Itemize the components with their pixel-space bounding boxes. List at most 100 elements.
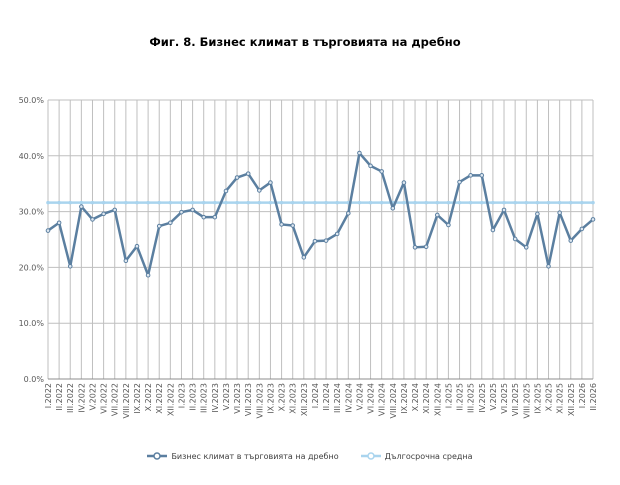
data-point-long-term-average <box>302 200 306 205</box>
chart-title: Фиг. 8. Бизнес климат в търговията на др… <box>149 35 461 49</box>
x-tick-label: IV.2022 <box>77 383 86 413</box>
data-point-business-climate <box>568 238 574 243</box>
data-point-business-climate <box>390 205 396 211</box>
y-tick-label: 30.0% <box>19 208 45 217</box>
data-point-business-climate <box>468 173 473 178</box>
x-tick-label: III.2023 <box>200 383 209 413</box>
x-tick-label: IV.2025 <box>478 383 487 413</box>
data-point-business-climate <box>190 207 195 213</box>
x-tick-label: X.2025 <box>545 383 554 411</box>
data-point-long-term-average <box>257 200 262 205</box>
data-point-long-term-average <box>424 200 428 205</box>
data-point-long-term-average <box>201 200 206 205</box>
x-axis: I.2022 II.2022 III.2022 IV.2022 V.2022 VI.202… <box>44 378 598 418</box>
data-point-long-term-average <box>580 200 584 205</box>
x-tick-label: V.2025 <box>489 383 498 410</box>
data-point-business-climate <box>201 214 207 220</box>
x-tick-label: XI.2023 <box>289 383 298 414</box>
legend-swatch-long-term-average <box>360 452 381 460</box>
data-point-business-climate <box>512 236 518 242</box>
x-tick-label: IV.2024 <box>344 383 353 413</box>
legend-label-business-climate: Бизнес климат в търговията на дребно <box>171 451 339 461</box>
data-point-business-climate <box>112 207 118 213</box>
data-point-business-climate <box>379 169 384 174</box>
data-point-long-term-average <box>101 200 106 205</box>
data-point-long-term-average <box>246 200 251 205</box>
data-point-long-term-average <box>324 200 328 205</box>
x-tick-label: X.2024 <box>411 383 420 411</box>
data-point-business-climate <box>523 245 529 250</box>
data-point-business-climate <box>368 163 373 169</box>
data-point-long-term-average <box>57 200 61 205</box>
data-point-business-climate <box>590 217 596 222</box>
data-point-business-climate <box>334 231 340 237</box>
data-point-business-climate <box>234 175 240 180</box>
data-point-long-term-average <box>68 200 73 205</box>
data-point-long-term-average <box>146 200 150 205</box>
data-point-long-term-average <box>135 200 139 205</box>
data-point-business-climate <box>168 220 173 226</box>
data-point-long-term-average <box>435 200 440 205</box>
legend-item-long-term-average: Дългосрочна средна <box>360 451 473 461</box>
data-point-long-term-average <box>124 200 128 205</box>
data-point-business-climate <box>90 217 95 222</box>
data-point-business-climate <box>479 173 485 178</box>
data-point-business-climate <box>446 222 451 228</box>
series-layer <box>45 150 596 278</box>
data-point-long-term-average <box>79 200 84 205</box>
data-point-business-climate <box>579 226 585 232</box>
data-point-business-climate <box>490 227 496 233</box>
data-point-long-term-average <box>179 200 184 205</box>
data-point-business-climate <box>535 211 540 217</box>
x-tick-label: VIII.2025 <box>522 383 531 418</box>
data-point-long-term-average <box>479 200 484 205</box>
data-point-long-term-average <box>524 200 529 205</box>
series-line-business-climate <box>47 151 594 277</box>
data-point-long-term-average <box>335 200 339 205</box>
y-axis: 0.0% 10.0% 20.0% 30.0% 40.0% 50.0% <box>19 96 45 384</box>
data-point-long-term-average <box>46 200 50 205</box>
data-point-business-climate <box>301 255 307 260</box>
y-tick-label: 50.0% <box>19 96 45 105</box>
data-point-long-term-average <box>357 200 362 205</box>
x-tick-label: I.2022 <box>44 383 53 408</box>
x-tick-label: VIII.2022 <box>122 383 131 418</box>
data-point-business-climate <box>346 210 351 216</box>
x-tick-label: IX.2022 <box>133 383 142 414</box>
x-tick-label: VII.2025 <box>511 383 520 416</box>
x-tick-label: XII.2025 <box>567 383 576 416</box>
data-point-long-term-average <box>157 200 162 205</box>
x-tick-label: IX.2024 <box>400 383 409 414</box>
x-tick-label: VI.2023 <box>233 383 242 414</box>
data-point-long-term-average <box>546 200 551 205</box>
x-tick-label: XII.2023 <box>300 383 309 416</box>
data-point-business-climate <box>123 258 129 264</box>
data-point-business-climate <box>501 207 507 213</box>
x-tick-label: VI.2024 <box>367 383 376 414</box>
x-tick-label: VII.2024 <box>378 383 387 416</box>
data-point-long-term-average <box>502 200 506 205</box>
data-point-business-climate <box>156 223 162 229</box>
data-point-business-climate <box>323 238 329 243</box>
x-tick-label: VII.2022 <box>111 383 120 416</box>
data-point-business-climate <box>45 228 51 233</box>
legend: Бизнес климат в търговията на дребно Дъл… <box>0 451 620 461</box>
data-point-long-term-average <box>224 200 228 205</box>
y-tick-label: 10.0% <box>19 319 45 328</box>
data-point-business-climate <box>312 238 318 244</box>
data-point-long-term-average <box>402 200 406 205</box>
data-point-business-climate <box>412 245 418 250</box>
x-tick-label: XII.2022 <box>166 383 175 416</box>
x-tick-label: XII.2024 <box>433 383 442 416</box>
x-tick-label: X.2023 <box>278 383 287 411</box>
x-tick-label: I.2026 <box>578 383 587 408</box>
data-point-business-climate <box>434 212 440 218</box>
data-point-business-climate <box>79 204 84 209</box>
x-tick-label: V.2023 <box>222 383 231 410</box>
data-point-business-climate <box>557 210 562 216</box>
data-point-long-term-average <box>268 200 273 205</box>
data-point-business-climate <box>212 214 218 220</box>
data-point-business-climate <box>268 180 273 185</box>
data-point-long-term-average <box>413 200 417 205</box>
